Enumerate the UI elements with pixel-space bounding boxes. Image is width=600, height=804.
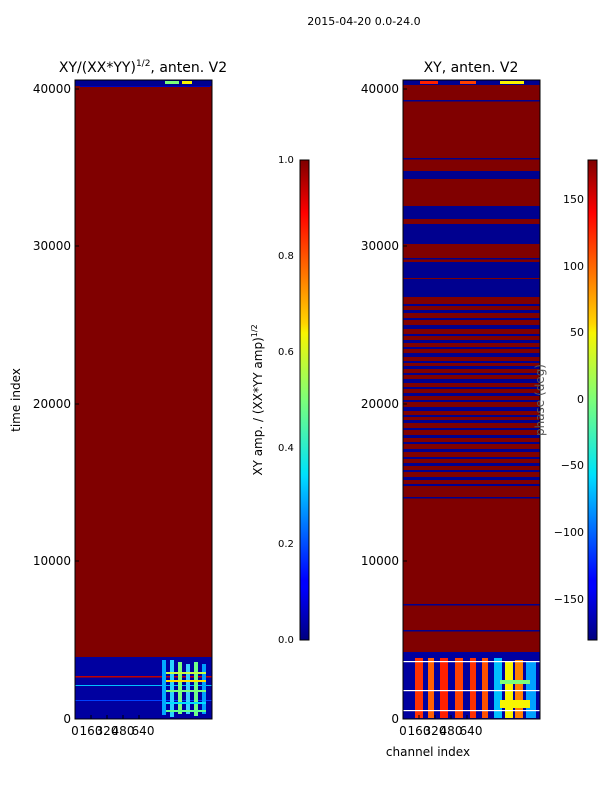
panel2-xtick-label: 640 xyxy=(460,724,483,738)
colorbar1-tick-label: 1.0 xyxy=(278,155,294,166)
colorbar2-tick-label: 100 xyxy=(563,260,584,273)
panel2-title: XY, anten. V2 xyxy=(424,60,519,76)
panel2-yaxis: 0 10000 20000 30000 40000 xyxy=(361,82,407,726)
panel2-xtick-label: 480 xyxy=(440,724,463,738)
colorbar1-tick-label: 0.8 xyxy=(278,251,294,262)
heatmap-panel-amplitude: XY/(XX*YY)1/2, anten. V2 xyxy=(9,59,227,738)
panel1-ytick-label: 20000 xyxy=(33,397,71,411)
panel1-ytick-label: 30000 xyxy=(33,239,71,253)
panel2-xtick-label: 0 xyxy=(399,724,407,738)
figure-suptitle: 2015-04-20 0.0-24.0 xyxy=(307,15,420,28)
panel2-ytick-label: 40000 xyxy=(361,82,399,96)
panel2-top-noise xyxy=(403,80,540,85)
panel1-xtick-label: 160 xyxy=(80,724,103,738)
colorbar1-tick-label: 0.0 xyxy=(278,635,294,646)
panel2-xtick-label: 320 xyxy=(424,724,447,738)
panel1-bottom-noise xyxy=(162,660,206,717)
colorbar2-gradient xyxy=(587,159,598,641)
panel2-ytick-label: 10000 xyxy=(361,554,399,568)
panel1-xtick-label: 640 xyxy=(132,724,155,738)
panel2-xlabel: channel index xyxy=(386,745,470,759)
panel1-xtick-label: 320 xyxy=(96,724,119,738)
colorbar1-gradient xyxy=(299,159,310,641)
colorbar2-tick-label: −50 xyxy=(561,459,584,472)
panel1-xtick-label: 0 xyxy=(71,724,79,738)
colorbar-phase: phase (deg) −150 −100 −50 0 50 100 150 xyxy=(533,159,598,641)
panel1-title: XY/(XX*YY)1/2, anten. V2 xyxy=(59,59,227,76)
colorbar2-tick-label: 0 xyxy=(577,393,584,406)
panel2-ytick-label: 20000 xyxy=(361,397,399,411)
panel1-ytick-label: 40000 xyxy=(33,82,71,96)
panel1-xaxis: 0 160 320 480 640 xyxy=(71,715,154,738)
colorbar2-tick-label: −150 xyxy=(554,593,584,606)
panel1-ylabel: time index xyxy=(9,368,23,432)
colorbar1-tick-label: 0.4 xyxy=(278,443,294,454)
colorbar1-tick-label: 0.6 xyxy=(278,347,294,358)
colorbar-amplitude: 0.0 0.2 0.4 0.6 0.8 1.0 XY amp. / (XX*YY… xyxy=(250,155,310,646)
panel2-xtick-label: 160 xyxy=(408,724,431,738)
colorbar2-tick-label: −100 xyxy=(554,526,584,539)
panel1-ytick-label: 0 xyxy=(63,712,71,726)
colorbar1-label: XY amp. / (XX*YY amp)1/2 xyxy=(250,324,265,475)
panel2-heatmap-image xyxy=(403,80,540,719)
heatmap-panel-phase: XY, anten. V2 xyxy=(361,60,541,759)
panel2-bottom-noise xyxy=(403,652,540,719)
panel2-xaxis: 0 160 320 480 640 xyxy=(399,715,482,738)
panel1-yaxis: 0 10000 20000 30000 40000 xyxy=(33,82,79,726)
panel1-ytick-label: 10000 xyxy=(33,554,71,568)
panel2-ytick-label: 0 xyxy=(391,712,399,726)
panel1-xtick-label: 480 xyxy=(112,724,135,738)
panel1-heatmap-image xyxy=(75,80,212,719)
colorbar2-tick-label: 150 xyxy=(563,193,584,206)
colorbar2-label: phase (deg) xyxy=(533,364,547,436)
panel2-blue-bands xyxy=(403,100,540,632)
colorbar1-tick-label: 0.2 xyxy=(278,539,294,550)
panel2-ytick-label: 30000 xyxy=(361,239,399,253)
colorbar2-tick-label: 50 xyxy=(570,326,584,339)
